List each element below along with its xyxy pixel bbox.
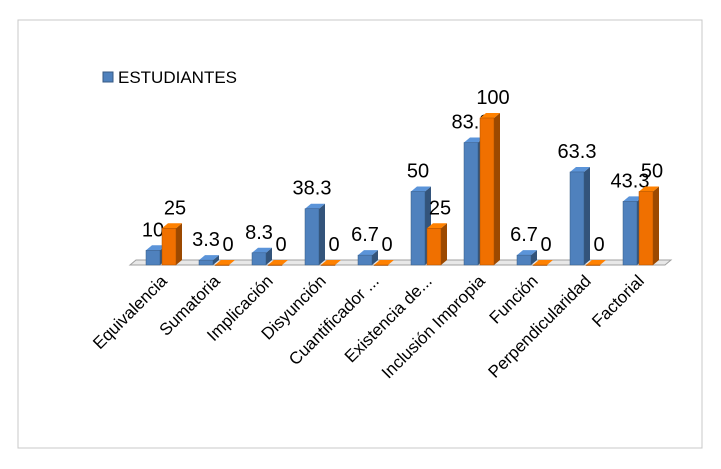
bar-top	[639, 186, 659, 192]
data-label: 50	[641, 161, 663, 183]
bar-top	[146, 245, 166, 251]
bar-side	[319, 203, 325, 265]
bar	[357, 254, 373, 266]
data-label: 43.3	[611, 170, 650, 192]
data-label: 0	[540, 234, 551, 256]
data-label: 100	[476, 87, 509, 109]
data-label: 50	[407, 161, 429, 183]
bar-top	[411, 186, 431, 192]
bar-top	[533, 260, 553, 265]
bar-top	[268, 260, 288, 265]
bar-top	[199, 255, 219, 261]
bar-top	[480, 113, 500, 118]
bar-side	[213, 255, 219, 265]
bar	[410, 191, 426, 266]
bar	[304, 208, 320, 266]
legend-label: ESTUDIANTES	[118, 68, 237, 87]
bar-top	[252, 247, 272, 253]
data-label: 25	[429, 197, 451, 219]
bar	[638, 191, 654, 266]
bar-side	[584, 166, 590, 265]
bar-top	[321, 260, 341, 265]
bar-top	[305, 203, 325, 209]
data-label: 63.3	[558, 141, 597, 163]
bar-top	[570, 166, 590, 172]
bar	[320, 264, 336, 266]
data-label: 0	[593, 234, 604, 256]
data-label: 6.7	[510, 224, 538, 246]
bar-top	[215, 260, 235, 265]
bar	[516, 254, 532, 266]
data-label: 8.3	[245, 222, 273, 244]
bar-side	[494, 113, 500, 265]
data-label: 0	[381, 234, 392, 256]
bar-side	[653, 186, 659, 265]
bar	[373, 264, 389, 266]
bar	[267, 264, 283, 266]
bar	[569, 171, 585, 266]
bar	[532, 264, 548, 266]
bar-side	[531, 250, 537, 265]
bar	[145, 250, 161, 266]
data-label: 6.7	[351, 224, 379, 246]
bar	[585, 264, 601, 266]
bar-top	[623, 196, 643, 202]
bar	[198, 259, 214, 266]
bar-side	[266, 247, 272, 265]
bar-top	[464, 137, 484, 143]
bar	[214, 264, 230, 266]
bar-top	[517, 250, 537, 256]
data-label: 10	[142, 219, 164, 241]
bar	[479, 117, 495, 266]
bar	[161, 228, 177, 266]
bar-side	[176, 223, 182, 265]
data-label: 0	[222, 234, 233, 256]
bar	[622, 201, 638, 266]
bar-top	[162, 223, 182, 229]
bar-top	[586, 260, 606, 265]
bar	[251, 252, 267, 266]
bar-side	[441, 223, 447, 265]
bar-top	[358, 250, 378, 256]
data-label: 0	[328, 234, 339, 256]
bar-side	[372, 250, 378, 265]
legend-swatch	[102, 71, 114, 83]
data-label: 3.3	[192, 229, 220, 251]
bar-top	[374, 260, 394, 265]
data-label: 0	[275, 234, 286, 256]
bar	[426, 228, 442, 266]
bar	[463, 142, 479, 266]
data-label: 38.3	[293, 178, 332, 200]
bar-top	[427, 223, 447, 229]
data-label: 25	[164, 197, 186, 219]
